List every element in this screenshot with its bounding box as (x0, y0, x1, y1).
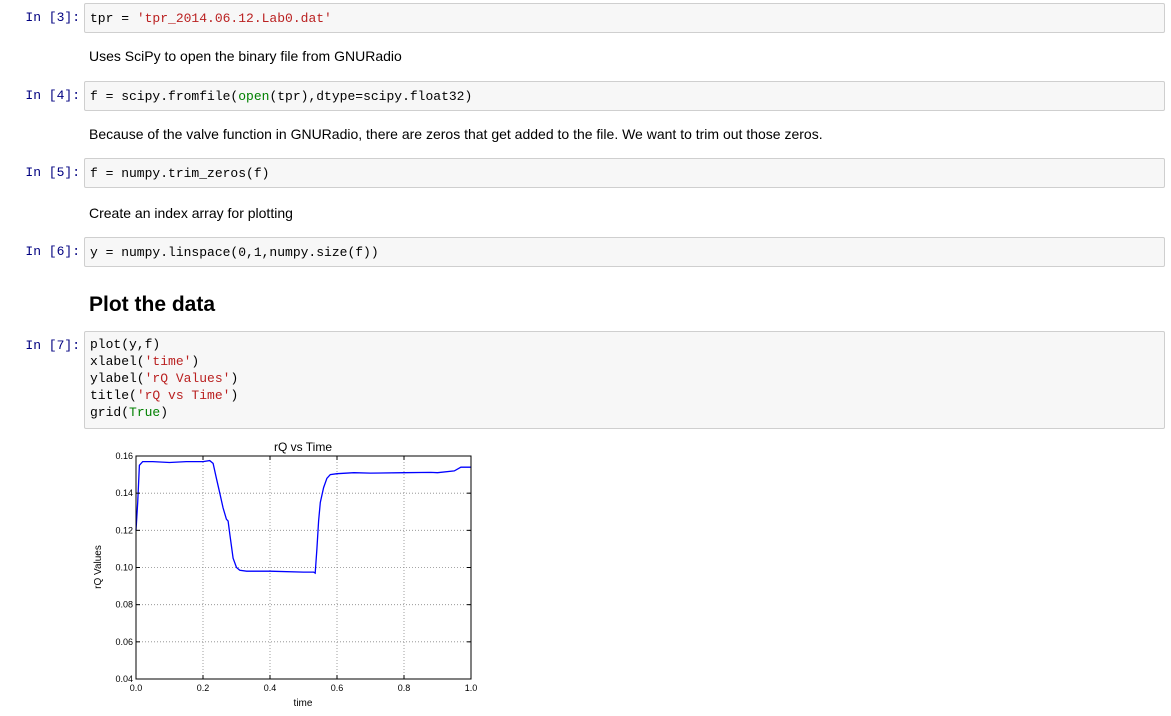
code-token: 'time' (144, 354, 192, 369)
code-cell[interactable]: f = scipy.fromfile(open(tpr),dtype=scipy… (84, 81, 1165, 111)
code-editor[interactable]: tpr = 'tpr_2014.06.12.Lab0.dat' (85, 4, 1164, 31)
markdown-text: Uses SciPy to open the binary file from … (89, 48, 402, 64)
code-token: ) (230, 371, 239, 386)
line-chart: rQ vs Time 0.0 0.2 0.4 0.6 0.8 1.00.040.060.0… (93, 440, 477, 709)
code-token: open (238, 89, 270, 104)
x-axis-label: time (294, 698, 313, 709)
y-tick-label: 0.14 (115, 488, 133, 498)
y-tick-label: 0.06 (115, 637, 133, 647)
y-tick-label: 0.08 (115, 600, 133, 610)
x-tick-label: 0.2 (197, 683, 210, 693)
code-token: f = numpy.trim_zeros(f) (90, 166, 270, 181)
series-line (135, 459, 471, 575)
markdown-text: Create an index array for plotting (89, 205, 293, 221)
code-token: grid( (90, 405, 130, 420)
x-tick-label: 0.4 (264, 683, 277, 693)
code-token: y = numpy.linspace(0,1,numpy.size(f)) (90, 245, 379, 260)
code-line: plot(y,f) (90, 336, 1159, 353)
input-prompt: In [5]: (25, 165, 80, 180)
code-token: f = scipy.fromfile( (90, 89, 239, 104)
code-line: xlabel('time') (90, 353, 1159, 370)
code-token: ylabel( (90, 371, 145, 386)
input-prompt: In [3]: (25, 10, 80, 25)
code-editor[interactable]: plot(y,f) xlabel('time') ylabel('rQ Values… (85, 332, 1164, 425)
y-tick-label: 0.12 (115, 525, 133, 535)
code-token: 'tpr_2014.06.12.Lab0.dat' (136, 11, 332, 26)
code-token: plot(y,f) (90, 337, 161, 352)
code-token: title( (90, 388, 137, 403)
grid (135, 455, 472, 680)
axis-ticks: 0.0 0.2 0.4 0.6 0.8 1.0 0.04 0.06 0.08 0.10 0.12 0.… (115, 451, 477, 693)
code-cell[interactable]: y = numpy.linspace(0,1,numpy.size(f)) (84, 237, 1165, 267)
code-token: True (129, 405, 161, 420)
code-editor[interactable]: f = scipy.fromfile(open(tpr),dtype=scipy… (85, 82, 1164, 109)
code-token: tpr = (90, 11, 137, 26)
code-line: title('rQ vs Time') (90, 387, 1159, 404)
code-line: grid(True) (90, 404, 1159, 421)
code-token: ) (230, 388, 239, 403)
code-cell[interactable]: f = numpy.trim_zeros(f) (84, 158, 1165, 188)
code-token: xlabel( (90, 354, 145, 369)
x-tick-label: 0.6 (331, 683, 344, 693)
section-heading: Plot the data (89, 293, 216, 316)
code-cell[interactable]: tpr = 'tpr_2014.06.12.Lab0.dat' (84, 3, 1165, 33)
x-tick-label: 1.0 (465, 683, 478, 693)
plot-frame (135, 455, 472, 680)
markdown-text: Because of the valve function in GNURadi… (89, 126, 823, 142)
code-token: (tpr),dtype=scipy.float32) (269, 89, 473, 104)
input-prompt: In [7]: (25, 338, 80, 353)
x-tick-label: 0.0 (130, 683, 143, 693)
code-token: ) (191, 354, 200, 369)
y-axis-label: rQ Values (93, 545, 104, 589)
code-editor[interactable]: y = numpy.linspace(0,1,numpy.size(f)) (85, 238, 1164, 265)
code-cell[interactable]: plot(y,f) xlabel('time') ylabel('rQ Values… (84, 331, 1165, 429)
code-editor[interactable]: f = numpy.trim_zeros(f) (85, 159, 1164, 186)
code-token: ) (160, 405, 169, 420)
code-token: 'rQ Values' (144, 371, 231, 386)
code-token: 'rQ vs Time' (136, 388, 231, 403)
code-line: ylabel('rQ Values') (90, 370, 1159, 387)
y-tick-label: 0.10 (115, 563, 133, 573)
y-tick-label: 0.04 (115, 674, 133, 684)
input-prompt: In [4]: (25, 88, 80, 103)
input-prompt: In [6]: (25, 244, 80, 259)
chart-title: rQ vs Time (274, 440, 332, 454)
y-tick-label: 0.16 (115, 451, 133, 461)
x-tick-label: 0.8 (398, 683, 411, 693)
